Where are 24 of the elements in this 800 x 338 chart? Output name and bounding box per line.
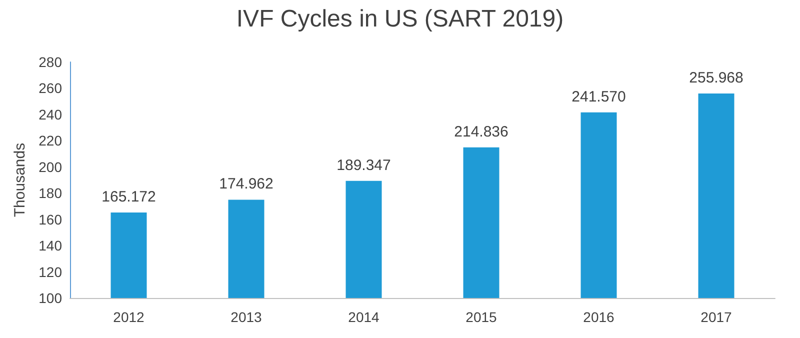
x-tick-label: 2016	[583, 309, 615, 325]
x-tick-label: 2014	[348, 309, 380, 325]
data-label: 174.962	[219, 176, 274, 193]
y-tick-label: 160	[38, 211, 62, 228]
y-axis-title: Thousands	[12, 142, 29, 218]
y-tick-label: 140	[38, 238, 62, 254]
data-label: 255.968	[689, 70, 744, 87]
y-tick-label: 100	[38, 290, 62, 306]
x-tick-label: 2015	[466, 309, 498, 325]
data-label: 214.836	[454, 123, 508, 140]
x-tick-label: 2012	[113, 309, 145, 325]
y-tick-label: 200	[38, 158, 62, 175]
x-tick-label: 2017	[700, 309, 732, 325]
chart-title: IVF Cycles in US (SART 2019)	[236, 6, 564, 32]
y-tick-label: 240	[38, 106, 62, 122]
data-label: 241.570	[572, 88, 626, 106]
y-tick-label: 120	[38, 264, 62, 280]
y-tick-label: 180	[38, 185, 62, 202]
x-tick-label: 2013	[230, 309, 262, 325]
data-label: 165.172	[102, 188, 156, 206]
data-label: 189.347	[336, 156, 391, 174]
y-tick-label: 260	[38, 80, 62, 96]
y-tick-label: 220	[38, 132, 62, 149]
y-tick-label: 280	[38, 54, 62, 70]
